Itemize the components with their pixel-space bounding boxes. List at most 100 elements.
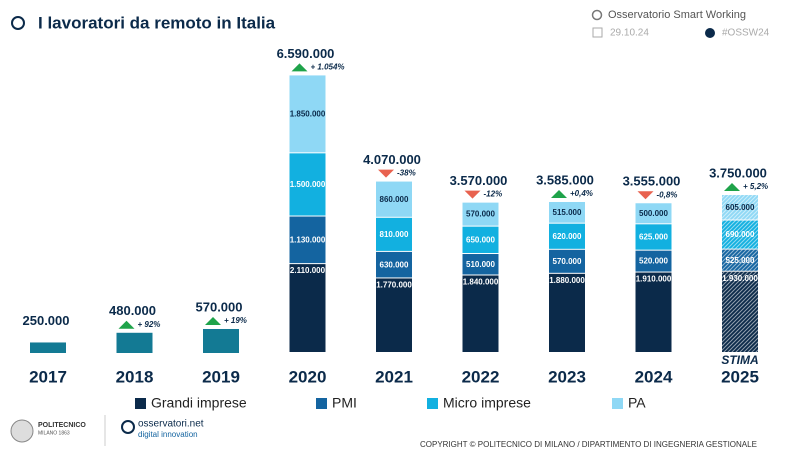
segment-label: 520.000 xyxy=(639,257,668,266)
segment-label: 1.770.000 xyxy=(376,281,412,290)
x-tick-label: 2023 xyxy=(548,367,586,386)
copyright: COPYRIGHT © POLITECNICO DI MILANO / DIPA… xyxy=(420,440,757,449)
segment-label: 525.000 xyxy=(726,256,755,265)
estimate-hatch xyxy=(722,249,758,271)
change-label: + 92% xyxy=(138,320,161,329)
x-icon xyxy=(705,28,715,38)
total-label: 570.000 xyxy=(196,299,243,314)
estimate-label: STIMA xyxy=(721,353,758,367)
estimate-hatch xyxy=(722,195,758,220)
bar-segment xyxy=(376,217,412,251)
change-label: -12% xyxy=(484,190,503,199)
bar-segment xyxy=(549,249,585,273)
x-tick-label: 2022 xyxy=(462,367,500,386)
logo2: osservatori.net xyxy=(138,419,204,430)
segment-label: 860.000 xyxy=(380,195,409,204)
segment-label: 690.000 xyxy=(726,230,755,239)
x-tick-label: 2017 xyxy=(29,367,67,386)
segment-label: 1.840.000 xyxy=(463,278,499,287)
segment-label: 1.850.000 xyxy=(290,109,326,118)
logo2-icon xyxy=(121,420,135,434)
segment-label: 605.000 xyxy=(726,203,755,212)
change-arrow xyxy=(205,316,221,325)
bar-segment xyxy=(289,75,326,153)
segment-label: 630.000 xyxy=(380,260,409,269)
bar-segment xyxy=(289,264,326,352)
bar-segment xyxy=(635,203,672,224)
logo-seal xyxy=(10,419,34,443)
total-label: 4.070.000 xyxy=(363,152,421,167)
bar-segment xyxy=(635,272,672,352)
change-label: + 5,2% xyxy=(743,182,768,191)
bar-segment xyxy=(635,250,672,272)
bar-segment xyxy=(549,201,585,223)
total-label: 480.000 xyxy=(109,303,156,318)
estimate-hatch xyxy=(722,220,758,249)
segment-label: 810.000 xyxy=(380,230,409,239)
bar-segment xyxy=(635,224,672,250)
segment-label: 1.910.000 xyxy=(636,275,672,284)
bar xyxy=(30,342,66,353)
change-arrow xyxy=(724,183,740,192)
legend-label: Micro imprese xyxy=(443,395,531,411)
change-arrow xyxy=(378,169,394,178)
legend-label: PA xyxy=(628,395,646,411)
date: 29.10.24 xyxy=(610,28,649,39)
x-tick-label: 2024 xyxy=(635,367,673,386)
segment-label: 570.000 xyxy=(553,257,582,266)
bar xyxy=(203,328,239,353)
total-label: 3.570.000 xyxy=(450,173,508,188)
brand: Osservatorio Smart Working xyxy=(608,9,746,21)
segment-label: 1.130.000 xyxy=(290,235,326,244)
change-label: + 19% xyxy=(224,316,247,325)
segment-label: 500.000 xyxy=(639,209,668,218)
bar-segment xyxy=(289,216,326,264)
segment-label: 2.110.000 xyxy=(290,266,326,275)
total-label: 3.555.000 xyxy=(623,174,681,189)
segment-label: 515.000 xyxy=(553,208,582,217)
change-label: -0,8% xyxy=(657,190,678,199)
bar-segment xyxy=(289,153,326,216)
hashtag: #OSSW24 xyxy=(722,28,770,39)
bar-segment xyxy=(376,181,412,217)
bar-segment xyxy=(549,223,585,249)
bar-segment xyxy=(462,275,499,352)
legend-swatch xyxy=(427,398,438,409)
bar-segment xyxy=(549,273,585,352)
legend-label: Grandi imprese xyxy=(151,395,247,411)
segment-label: 1.500.000 xyxy=(290,180,326,189)
x-tick-label: 2025 xyxy=(721,367,759,386)
x-tick-label: 2018 xyxy=(116,367,154,386)
logo1-sub: MILANO 1863 xyxy=(38,430,70,436)
total-label: 3.585.000 xyxy=(536,172,594,187)
change-label: -38% xyxy=(397,169,416,178)
bar-segment xyxy=(462,254,499,275)
total-label: 3.750.000 xyxy=(709,165,767,180)
change-arrow xyxy=(464,190,481,199)
x-tick-label: 2019 xyxy=(202,367,240,386)
change-arrow xyxy=(637,191,654,200)
change-label: + 1.054% xyxy=(311,63,345,72)
logo2-sub: digital innovation xyxy=(138,430,198,439)
change-label: +0,4% xyxy=(570,189,593,198)
logo1: POLITECNICO xyxy=(38,422,86,429)
segment-label: 570.000 xyxy=(466,210,495,219)
title-icon xyxy=(11,16,25,30)
x-tick-label: 2021 xyxy=(375,367,413,386)
segment-label: 650.000 xyxy=(466,235,495,244)
segment-label: 1.930.000 xyxy=(722,274,758,283)
legend-swatch xyxy=(316,398,327,409)
estimate-hatch xyxy=(722,271,758,352)
total-label: 250.000 xyxy=(23,313,70,328)
total-label: 6.590.000 xyxy=(277,46,335,61)
legend-swatch xyxy=(612,398,623,409)
brand-icon xyxy=(591,9,603,21)
change-arrow xyxy=(551,189,567,198)
change-arrow xyxy=(291,63,308,72)
segment-label: 620.000 xyxy=(553,232,582,241)
title: I lavoratori da remoto in Italia xyxy=(38,13,276,32)
bar xyxy=(116,332,153,353)
segment-label: 1.880.000 xyxy=(549,276,585,285)
segment-label: 510.000 xyxy=(466,260,495,269)
